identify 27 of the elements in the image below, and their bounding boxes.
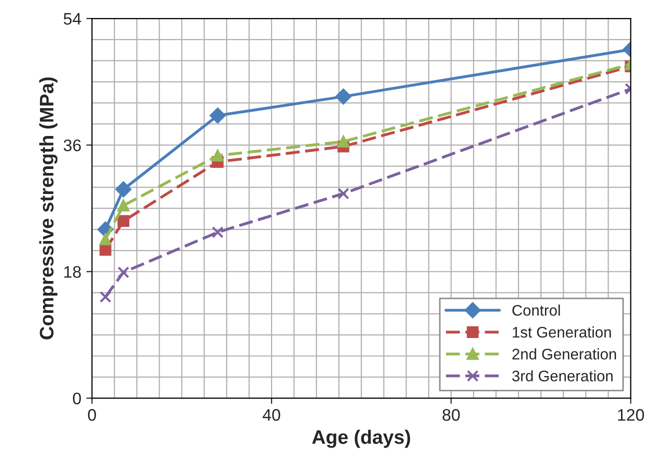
- point: [335, 88, 352, 104]
- point: [100, 244, 112, 256]
- x-tick-label: 80: [442, 409, 460, 421]
- point: [337, 136, 350, 148]
- point: [118, 215, 130, 227]
- point: [210, 108, 226, 124]
- y-tick-label: 18: [64, 266, 81, 278]
- point: [100, 233, 112, 246]
- legend-label: Control: [512, 304, 560, 316]
- point: [100, 291, 112, 303]
- legend-label: 2nd Generation: [512, 348, 616, 360]
- point: [115, 181, 132, 198]
- point: [212, 226, 224, 238]
- x-tick-label: 120: [618, 409, 644, 421]
- y-axis-title: Compressive strength (MPa): [39, 77, 58, 340]
- x-tick-label: 0: [88, 409, 96, 421]
- x-axis-title: Age (days): [312, 430, 410, 448]
- y-tick-label: 54: [64, 13, 82, 25]
- legend-label: 1st Generation: [512, 326, 611, 338]
- y-tick-label: 36: [64, 139, 81, 152]
- x-tick-label: 40: [262, 409, 280, 421]
- legend-label: 3rd Generation: [512, 370, 613, 382]
- point: [337, 188, 350, 200]
- y-tick-label: 0: [72, 392, 81, 404]
- point: [118, 266, 130, 278]
- point: [118, 200, 130, 212]
- point: [212, 150, 224, 162]
